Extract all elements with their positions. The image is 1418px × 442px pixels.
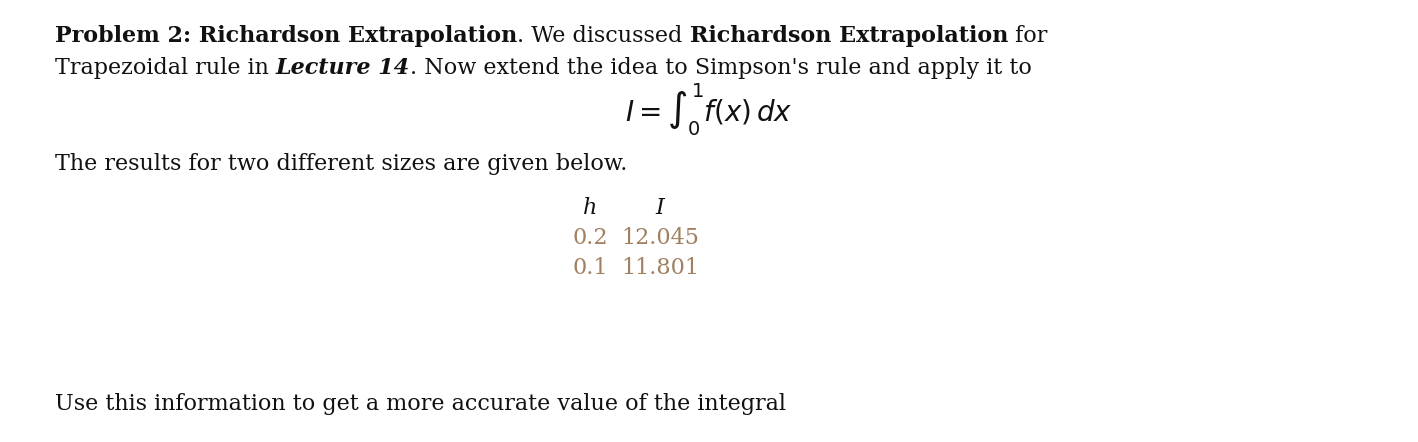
Text: . Now extend the idea to Simpson's rule and apply it to: . Now extend the idea to Simpson's rule … xyxy=(410,57,1032,79)
Text: 0.2: 0.2 xyxy=(573,227,608,249)
Text: . We discussed: . We discussed xyxy=(518,25,689,47)
Text: The results for two different sizes are given below.: The results for two different sizes are … xyxy=(55,153,627,175)
Text: $I = \int_0^1 f(x)\,dx$: $I = \int_0^1 f(x)\,dx$ xyxy=(625,82,793,138)
Text: h: h xyxy=(583,197,597,219)
Text: Problem 2: Richardson Extrapolation: Problem 2: Richardson Extrapolation xyxy=(55,25,518,47)
Text: Use this information to get a more accurate value of the integral: Use this information to get a more accur… xyxy=(55,393,786,415)
Text: Richardson Extrapolation: Richardson Extrapolation xyxy=(689,25,1008,47)
Text: Trapezoidal rule in: Trapezoidal rule in xyxy=(55,57,277,79)
Text: Lecture 14: Lecture 14 xyxy=(277,57,410,79)
Text: 0.1: 0.1 xyxy=(573,257,608,279)
Text: 11.801: 11.801 xyxy=(621,257,699,279)
Text: for: for xyxy=(1008,25,1048,47)
Text: I: I xyxy=(655,197,665,219)
Text: 12.045: 12.045 xyxy=(621,227,699,249)
